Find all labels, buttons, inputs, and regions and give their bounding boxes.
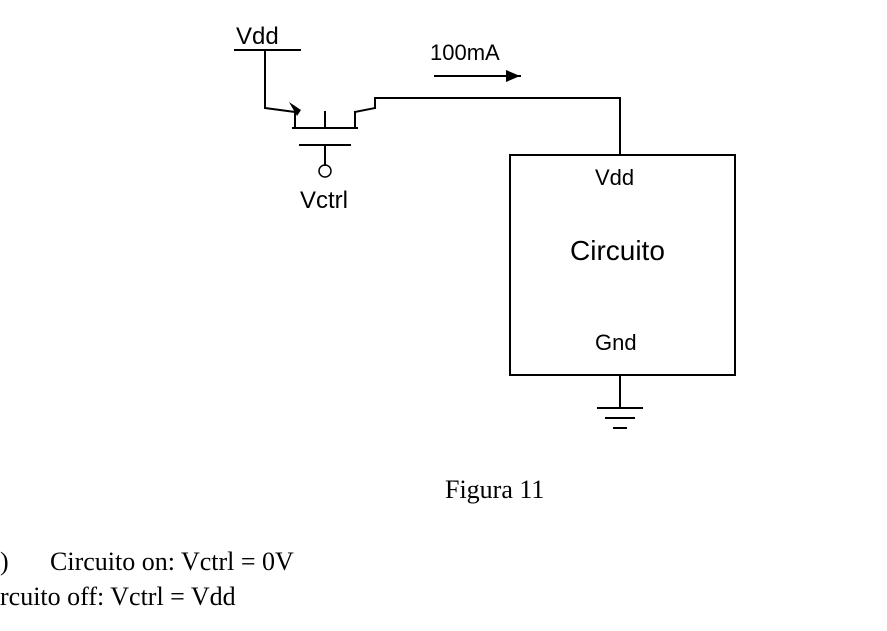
box-gnd-label: Gnd	[595, 330, 637, 355]
current-label: 100mA	[430, 40, 500, 65]
line-on-prefix: )	[0, 547, 9, 576]
line-off-text: rcuito off: Vctrl = Vdd	[0, 582, 236, 611]
box-name-label: Circuito	[570, 235, 665, 266]
line-on-text: Circuito on: Vctrl = 0V	[50, 547, 294, 576]
box-vdd-label: Vdd	[595, 165, 634, 190]
vdd-supply-label: Vdd	[236, 23, 279, 50]
canvas-bg	[0, 0, 887, 631]
vctrl-label: Vctrl	[300, 187, 348, 214]
figure-caption: Figura 11	[445, 475, 544, 504]
